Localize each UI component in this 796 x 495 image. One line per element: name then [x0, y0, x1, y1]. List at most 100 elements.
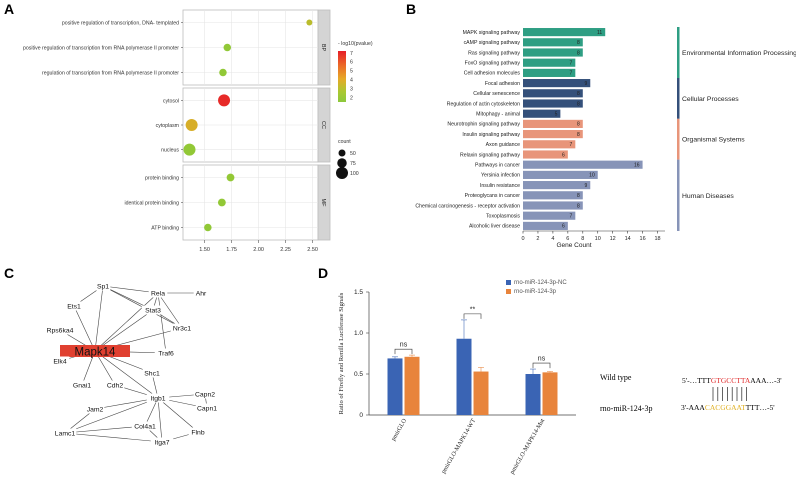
color-legend-tick: 2 [350, 96, 353, 102]
legend-label: rno-miR-124-3p-NC [514, 280, 567, 286]
node-background [142, 368, 162, 378]
y-tick-label: 0 [359, 412, 363, 419]
mir-post: TTT…-5' [746, 403, 775, 412]
panel-letter-c: C [4, 265, 14, 281]
color-legend-tick: 4 [350, 78, 353, 84]
category-label: Cellular Processes [682, 96, 739, 103]
category-label: Environmental Information Processing [682, 50, 796, 57]
pathway-label: Chemical carcinogenesis - receptor activ… [415, 203, 520, 209]
network-node-label: Capn1 [197, 406, 217, 413]
luciferase-bar [525, 374, 541, 415]
bar-value-label: 8 [577, 193, 580, 199]
network-edge [94, 292, 159, 352]
pathway-label: Axon guidance [486, 142, 520, 148]
panel-letter-b: B [406, 1, 416, 17]
x-tick-label: 14 [625, 236, 631, 242]
significance-label: ns [538, 356, 546, 363]
network-node-label: Rps6ka4 [47, 328, 74, 335]
legend-swatch [506, 289, 511, 294]
wild-type-sequence: 5'-…TTTGTGCCTTAAAA…-3' [682, 376, 782, 385]
dot-point [217, 198, 226, 207]
size-legend-label: 75 [350, 161, 356, 167]
category-label: pmirGLO [390, 417, 409, 442]
network-edge [73, 305, 96, 352]
kegg-barplot: MAPK signaling pathway 11 cAMP signaling p… [415, 27, 796, 249]
dot-point [185, 119, 198, 131]
hub-node-box [60, 345, 130, 357]
node-background [70, 380, 94, 390]
node-background [146, 393, 170, 403]
network-node-label: Stat3 [145, 308, 161, 315]
x-tick-label: 12 [610, 236, 616, 242]
term-label: identical protein binding [124, 201, 179, 207]
node-background [95, 281, 111, 291]
kegg-bar [523, 130, 583, 139]
bar-value-label: 5 [555, 112, 558, 118]
network-node-label: Traf6 [158, 351, 174, 358]
x-tick-label: 1.50 [199, 247, 210, 253]
bar-value-label: 8 [577, 122, 580, 128]
kegg-bar [523, 119, 583, 128]
kegg-bar [523, 38, 583, 47]
y-tick-label: 1.5 [354, 289, 363, 296]
network-node-label: Ahr [196, 291, 207, 298]
kegg-bar [523, 170, 598, 179]
size-legend-label: 50 [350, 151, 356, 157]
pathway-label: Ras signaling pathway [468, 50, 520, 56]
pathway-label: MAPK signaling pathway [463, 30, 521, 36]
pathway-label: Cellular senescence [473, 91, 520, 97]
color-legend-tick: 5 [350, 69, 353, 75]
network-node-label: Flnb [191, 430, 204, 437]
luciferase-bar [387, 358, 403, 415]
category-bracket [677, 118, 680, 160]
term-label: positive regulation of transcription fro… [23, 46, 179, 52]
network-node-label: Nr3c1 [173, 326, 191, 333]
mirna-sequence: 3'-AAACACGGAATTTT…-5' [681, 403, 775, 412]
network-edge [64, 432, 163, 443]
luciferase-barplot: 0 0.5 1.0 1.5 Ratio of Firefly and Renilla L… [338, 280, 576, 475]
pathway-label: Regulation of actin cytoskeleton [447, 101, 520, 107]
bar-value-label: 7 [570, 61, 573, 67]
node-background [150, 437, 174, 447]
bar-value-label: 7 [570, 142, 573, 148]
category-bracket [677, 159, 680, 231]
x-tick-label: 8 [581, 236, 584, 242]
category-label: pmirGLO-MAPK14-WT [440, 417, 477, 475]
color-legend-title: - log10(pvalue) [338, 41, 373, 47]
bar-value-label: 6 [562, 152, 565, 158]
pathway-label: Relaxin signaling pathway [460, 152, 520, 158]
node-background [44, 325, 76, 335]
legend-swatch [506, 280, 511, 285]
network-node-label: Gnai1 [73, 383, 91, 390]
pathway-label: Neurotrophin signaling pathway [447, 122, 520, 128]
bar-value-label: 8 [577, 101, 580, 107]
bar-value-label: 8 [577, 132, 580, 138]
mir-pre: 3'-AAA [681, 403, 705, 412]
x-tick-label: 2.25 [280, 247, 291, 253]
x-tick-label: 18 [654, 236, 660, 242]
mirna-label: rno-miR-124-3p [600, 404, 652, 413]
network-node-label: Rela [151, 291, 165, 298]
kegg-bar [523, 221, 568, 230]
network-edge [144, 397, 159, 427]
node-background [154, 348, 178, 358]
term-label: protein binding [145, 176, 179, 182]
x-tick-label: 2.50 [307, 247, 318, 253]
network-node-label: Itga7 [154, 440, 169, 447]
category-label: Human Diseases [682, 193, 734, 200]
kegg-bar [523, 79, 591, 88]
x-tick-label: 1.75 [226, 247, 237, 253]
x-tick-label: 0 [521, 236, 524, 242]
network-node-label: Capn2 [195, 392, 215, 399]
kegg-bar [523, 109, 561, 118]
network-edge [64, 397, 159, 434]
network-edge [64, 425, 146, 434]
kegg-bar [523, 160, 643, 169]
kegg-bar [523, 181, 591, 190]
kegg-bar [523, 211, 576, 220]
y-tick-label: 1.0 [354, 330, 363, 337]
y-tick-label: 0.5 [354, 371, 363, 378]
node-background [193, 288, 209, 298]
node-background [64, 301, 84, 311]
color-legend-tick: 3 [350, 87, 353, 93]
